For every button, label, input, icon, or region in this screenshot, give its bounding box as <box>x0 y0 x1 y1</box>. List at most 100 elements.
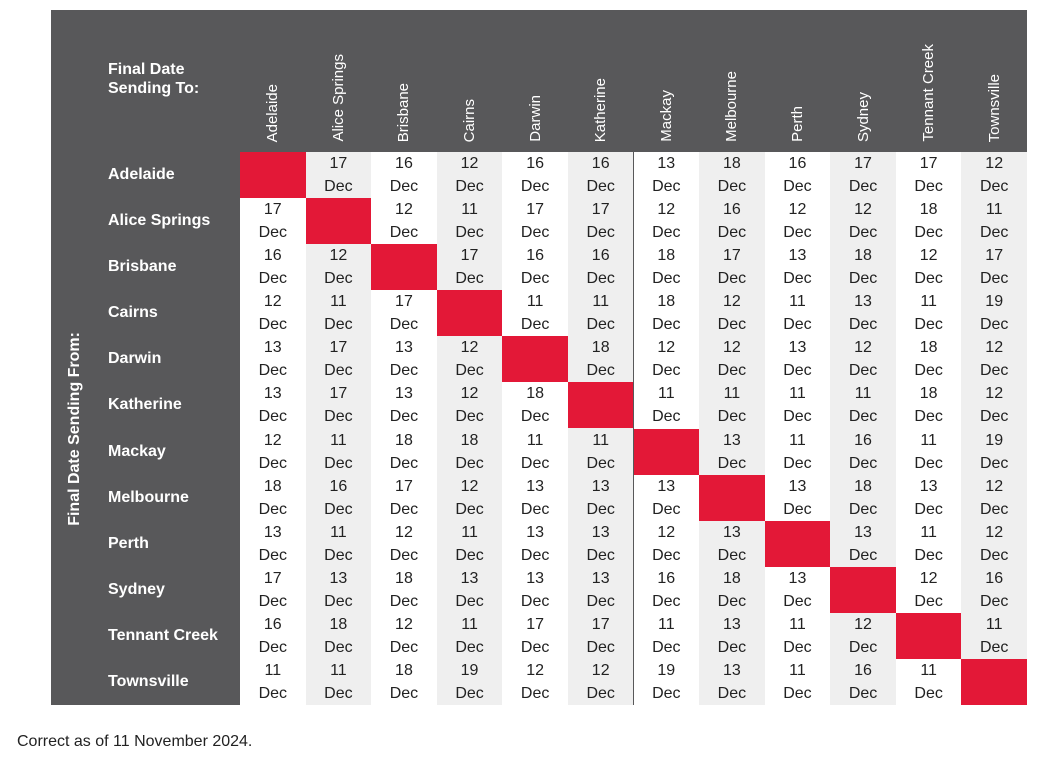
date-cell-text: 17 Dec <box>389 477 419 518</box>
date-cell-text: 13 Dec <box>717 615 747 656</box>
column-header: Tennant Creek <box>896 10 962 152</box>
date-cell: 12 Dec <box>699 290 765 336</box>
column-header-text: Melbourne <box>723 71 741 142</box>
date-cell: 12 Dec <box>634 521 700 567</box>
column-header: Perth <box>765 10 831 152</box>
date-cell-text: 13 Dec <box>717 431 747 472</box>
date-cell-text: 17 Dec <box>324 385 353 426</box>
date-cell-text: 12 Dec <box>914 247 943 288</box>
date-cell-text: 13 Dec <box>586 523 615 564</box>
row-header: Adelaide <box>108 152 240 198</box>
column-header-text: Tennant Creek <box>920 44 938 142</box>
date-cell: 12 Dec <box>437 475 503 521</box>
row-header-text: Katherine <box>108 396 182 414</box>
date-cell: 18 Dec <box>896 198 962 244</box>
date-cell: 12 Dec <box>830 613 896 659</box>
date-cell: 18 Dec <box>502 382 568 428</box>
date-cell: 11 Dec <box>765 659 831 705</box>
date-cell-text: 11 Dec <box>914 523 943 564</box>
date-cell-text: 12 Dec <box>979 523 1009 564</box>
row-axis-label-box: Final Date Sending From: <box>51 152 98 705</box>
date-cell-text: 12 Dec <box>586 661 615 702</box>
date-cell: 12 Dec <box>699 336 765 382</box>
date-cell-text: 13 Dec <box>783 339 812 380</box>
date-cell: 18 Dec <box>896 336 962 382</box>
date-cell-text: 18 Dec <box>389 431 419 472</box>
date-cell-text: 11 Dec <box>783 293 812 334</box>
date-cell: 13 Dec <box>699 521 765 567</box>
date-cell-text: 12 Dec <box>652 201 681 242</box>
date-cell-text: 11 Dec <box>324 431 353 472</box>
date-cell: 17 Dec <box>830 152 896 198</box>
date-cell: 18 Dec <box>371 429 437 475</box>
row-header: Sydney <box>108 567 240 613</box>
date-cell: 12 Dec <box>634 198 700 244</box>
date-cell: 11 Dec <box>896 290 962 336</box>
date-cell-text: 17 Dec <box>914 155 943 196</box>
date-cell: 12 Dec <box>961 336 1027 382</box>
column-stripe <box>436 152 503 705</box>
date-cell-text: 12 Dec <box>520 661 550 702</box>
row-header-text: Perth <box>108 534 149 552</box>
date-cell-text: 18 Dec <box>324 615 353 656</box>
date-cell-text: 12 Dec <box>652 339 681 380</box>
date-cell-text: 11 Dec <box>979 615 1009 656</box>
date-cell: 18 Dec <box>634 290 700 336</box>
date-cell-text: 16 Dec <box>258 247 288 288</box>
date-cell-text: 17 Dec <box>586 615 615 656</box>
date-cell: 19 Dec <box>634 659 700 705</box>
date-cell-text: 16 Dec <box>324 477 353 518</box>
date-cell-text: 13 Dec <box>520 523 550 564</box>
column-header: Cairns <box>437 10 503 152</box>
date-cell: 18 Dec <box>371 567 437 613</box>
date-cell: 16 Dec <box>634 567 700 613</box>
date-cell: 16 Dec <box>765 152 831 198</box>
diagonal-cell <box>567 382 634 429</box>
column-header: Mackay <box>634 10 700 152</box>
date-cell-text: 16 Dec <box>586 155 615 196</box>
date-cell-text: 11 Dec <box>520 293 550 334</box>
date-cell-text: 11 Dec <box>914 293 943 334</box>
date-cell: 13 Dec <box>765 244 831 290</box>
diagonal-cell <box>436 290 503 337</box>
date-cell-text: 13 Dec <box>848 293 878 334</box>
date-cell: 17 Dec <box>306 336 372 382</box>
date-cell: 16 Dec <box>240 244 306 290</box>
date-cell: 11 Dec <box>240 659 306 705</box>
row-header: Katherine <box>108 382 240 428</box>
date-cell: 12 Dec <box>240 429 306 475</box>
column-stripe <box>961 152 1027 705</box>
date-cell-text: 16 Dec <box>783 155 812 196</box>
date-cell-text: 18 Dec <box>652 293 681 334</box>
row-header: Alice Springs <box>108 198 240 244</box>
date-cell-text: 18 Dec <box>914 339 943 380</box>
date-cell-text: 16 Dec <box>848 431 878 472</box>
date-cell: 13 Dec <box>634 475 700 521</box>
column-stripe <box>305 152 372 705</box>
date-cell: 17 Dec <box>502 198 568 244</box>
column-stripe <box>567 152 634 705</box>
date-cell-text: 17 Dec <box>520 201 550 242</box>
date-cell: 11 Dec <box>306 659 372 705</box>
date-cell-text: 13 Dec <box>652 477 681 518</box>
row-header: Brisbane <box>108 244 240 290</box>
row-axis-label: Final Date Sending From: <box>65 331 83 526</box>
date-cell: 12 Dec <box>961 475 1027 521</box>
date-cell: 16 Dec <box>502 244 568 290</box>
date-cell: 16 Dec <box>568 152 634 198</box>
date-cell-text: 17 Dec <box>258 201 288 242</box>
row-header: Tennant Creek <box>108 613 240 659</box>
column-header-text: Townsville <box>985 73 1003 142</box>
row-header-text: Adelaide <box>108 166 175 184</box>
date-cell-text: 16 Dec <box>652 569 681 610</box>
row-header-text: Mackay <box>108 442 166 460</box>
column-header-text: Perth <box>788 106 806 142</box>
column-header: Melbourne <box>699 10 765 152</box>
date-cell: 11 Dec <box>437 198 503 244</box>
date-cell-text: 13 Dec <box>717 523 747 564</box>
date-cell-text: 11 Dec <box>586 431 615 472</box>
row-header-text: Tennant Creek <box>108 626 218 644</box>
date-cell-text: 18 Dec <box>717 155 747 196</box>
date-cell-text: 17 Dec <box>258 569 288 610</box>
date-cell-text: 11 Dec <box>324 523 353 564</box>
